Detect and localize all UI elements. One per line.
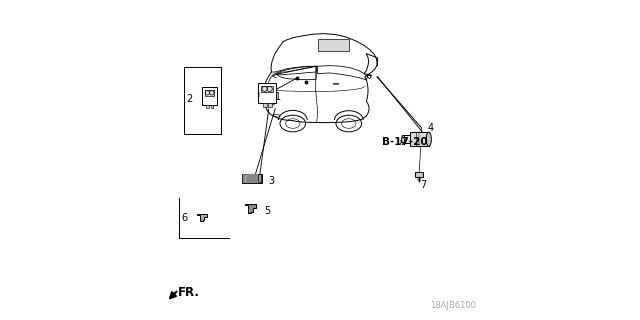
Bar	[415, 172, 423, 177]
FancyBboxPatch shape	[242, 174, 262, 183]
Text: B-17-20: B-17-20	[383, 137, 428, 147]
Text: 6: 6	[182, 213, 188, 223]
Bar	[184, 67, 221, 134]
Text: 7: 7	[420, 180, 426, 190]
Text: 3: 3	[269, 176, 275, 186]
Polygon shape	[243, 174, 244, 182]
Polygon shape	[246, 174, 248, 182]
Bar	[205, 90, 214, 96]
Text: 5: 5	[264, 206, 270, 216]
Polygon shape	[197, 214, 207, 221]
Text: 1: 1	[275, 92, 282, 102]
Ellipse shape	[426, 132, 431, 146]
Bar	[319, 39, 349, 51]
Bar	[269, 103, 272, 107]
FancyBboxPatch shape	[259, 83, 276, 103]
Bar	[206, 105, 209, 108]
Bar	[403, 135, 410, 143]
Bar	[258, 174, 262, 182]
Polygon shape	[252, 174, 254, 182]
Polygon shape	[255, 174, 257, 182]
FancyBboxPatch shape	[202, 87, 218, 105]
Polygon shape	[244, 204, 256, 213]
Ellipse shape	[402, 135, 405, 143]
Bar	[211, 105, 213, 108]
Text: FR.: FR.	[178, 286, 200, 299]
Bar	[264, 103, 267, 107]
Text: 2: 2	[187, 94, 193, 104]
Text: 4: 4	[428, 123, 433, 133]
Text: 18AJB6100: 18AJB6100	[430, 301, 476, 310]
Polygon shape	[249, 174, 251, 182]
Bar	[410, 132, 429, 146]
Bar	[262, 86, 273, 92]
